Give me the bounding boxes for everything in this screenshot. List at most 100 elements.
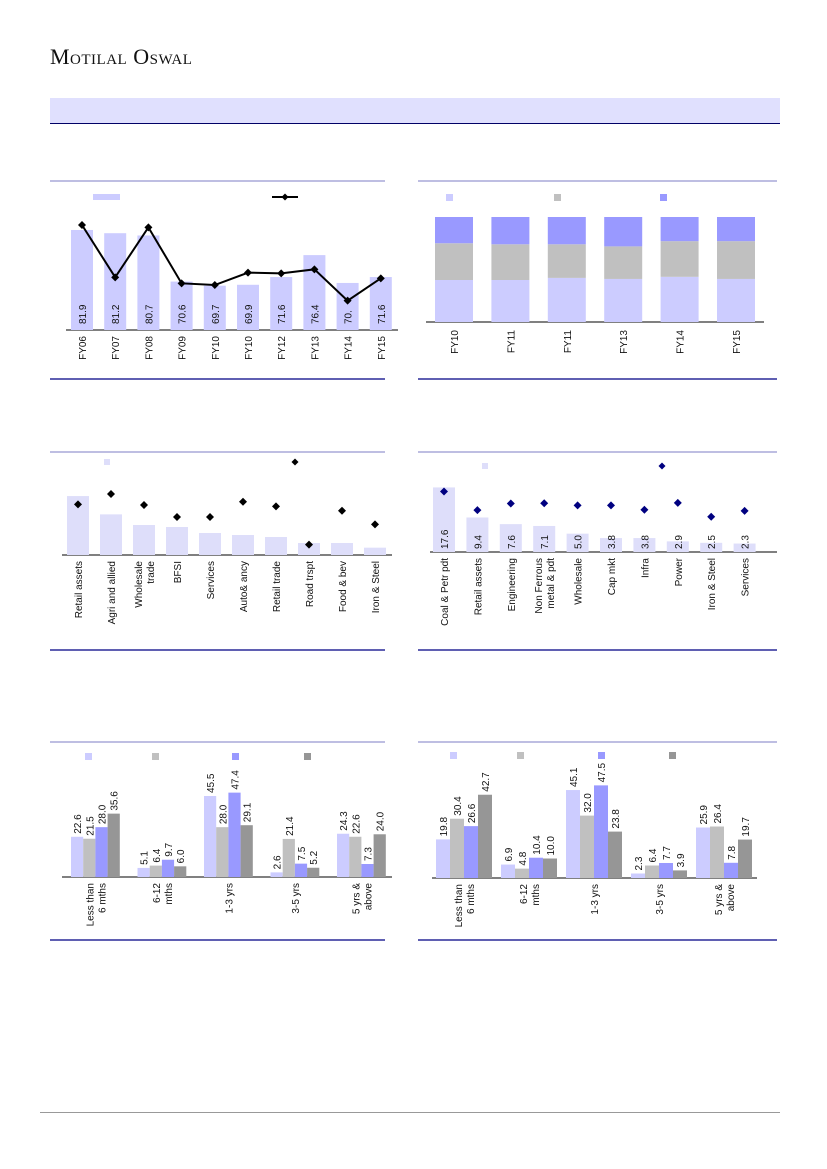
bar: [204, 796, 217, 877]
legend-marker: [291, 458, 299, 466]
x-tick-label: FY15: [732, 330, 743, 354]
x-tick-label: FY10: [211, 336, 222, 360]
x-tick-label: FY09: [178, 336, 189, 360]
bar: [566, 533, 589, 552]
x-tick-label: 6-12: [152, 883, 163, 903]
bar: [633, 538, 656, 552]
bar-value-label: 5.0: [574, 535, 585, 549]
x-tick-label: 5 yrs &: [351, 883, 362, 914]
bar-value-label: 2.3: [741, 535, 752, 549]
series-line: [81, 224, 382, 302]
x-tick-label: Retail assets: [473, 558, 484, 615]
x-tick-label: FY11: [506, 330, 517, 354]
x-tick-label: BFSI: [173, 561, 184, 583]
bar: [174, 866, 187, 877]
bar-value-label: 7.1: [540, 535, 551, 549]
bar: [67, 496, 89, 555]
scatter-point: [707, 512, 716, 521]
bar: [543, 858, 557, 878]
bar-value-label: 70.: [344, 310, 355, 324]
bar-value-label: 5.1: [140, 851, 151, 865]
legend-swatch: [304, 753, 311, 760]
bar-value-label: 2.9: [674, 535, 685, 549]
bar-value-label: 7.3: [364, 847, 375, 861]
bar: [710, 826, 724, 878]
bar-value-label: 45.5: [206, 773, 217, 793]
bar: [464, 826, 478, 878]
bar: [331, 543, 353, 555]
bar-value-label: 6.4: [648, 848, 659, 862]
x-tick-label: Wholesale: [574, 558, 585, 605]
bar-value-label: 6.4: [152, 848, 163, 862]
bar: [203, 285, 226, 330]
bar: [307, 867, 320, 877]
bar-value-label: 19.8: [439, 816, 450, 836]
bar: [237, 284, 259, 330]
x-tick-label: FY15: [377, 336, 388, 360]
x-tick-label: 6 mths: [97, 883, 108, 913]
bar-value-label: 69.7: [211, 304, 222, 324]
x-tick-label: Agri and allied: [107, 561, 118, 624]
bar-value-label: 3.9: [676, 853, 687, 867]
bar: [104, 233, 127, 330]
bar-value-label: 7.8: [727, 845, 738, 859]
bar: [433, 487, 455, 552]
bar: [700, 542, 723, 552]
scatter-point: [506, 499, 515, 508]
x-tick-label: FY10: [450, 330, 461, 354]
bar: [270, 872, 283, 877]
scatter-point: [440, 487, 448, 496]
stacked-segment: [435, 280, 473, 322]
x-tick-label: 3-5 yrs: [291, 883, 302, 914]
bar: [240, 825, 253, 877]
bar: [216, 827, 229, 877]
bar-value-label: 47.4: [231, 770, 242, 790]
bar: [738, 839, 752, 878]
bar-value-label: 5.2: [309, 850, 320, 864]
bar: [515, 868, 529, 878]
x-tick-label: Engineering: [507, 558, 518, 611]
bar-value-label: 35.6: [110, 791, 121, 811]
scatter-point: [473, 506, 482, 515]
stacked-segment: [604, 278, 643, 322]
bar: [83, 838, 96, 877]
bar: [161, 859, 175, 877]
x-tick-label: Auto& ancy: [239, 561, 250, 612]
x-tick-label: Iron & Steel: [371, 561, 382, 613]
line-point: [78, 221, 86, 229]
legend-swatch: [446, 194, 453, 201]
legend-swatch: [554, 194, 561, 201]
scatter-point: [173, 513, 181, 522]
bar: [673, 870, 687, 878]
bar-value-label: 19.7: [741, 817, 752, 837]
x-tick-label: Less than: [85, 883, 96, 926]
bar-value-label: 7.6: [507, 535, 518, 549]
x-tick-label: Infra: [640, 558, 651, 578]
x-tick-label: 5 yrs &: [714, 884, 725, 915]
bar-value-label: 22.6: [73, 814, 84, 834]
bar: [566, 790, 580, 878]
bar: [580, 815, 594, 878]
bar-value-label: 69.9: [244, 304, 255, 324]
bar-value-label: 80.7: [144, 304, 155, 324]
bar: [95, 827, 108, 877]
bar: [71, 836, 84, 877]
bar-value-label: 81.9: [78, 304, 89, 324]
x-tick-label: 1-3 yrs: [590, 884, 601, 915]
x-tick-label: mths: [164, 883, 175, 905]
bar-value-label: 71.6: [377, 304, 388, 324]
bar: [499, 524, 522, 552]
bar-value-label: 22.6: [351, 814, 362, 834]
x-tick-label: FY12: [277, 336, 288, 360]
scatter-point: [740, 506, 749, 515]
bar-value-label: 2.5: [707, 535, 718, 549]
section-header-band: [50, 98, 780, 124]
bar-value-label: 26.6: [467, 803, 478, 823]
x-tick-label: 6-12: [519, 884, 530, 904]
bar: [199, 533, 221, 555]
scatter-point: [206, 513, 214, 522]
stacked-segment: [660, 217, 699, 242]
bar: [450, 818, 464, 878]
